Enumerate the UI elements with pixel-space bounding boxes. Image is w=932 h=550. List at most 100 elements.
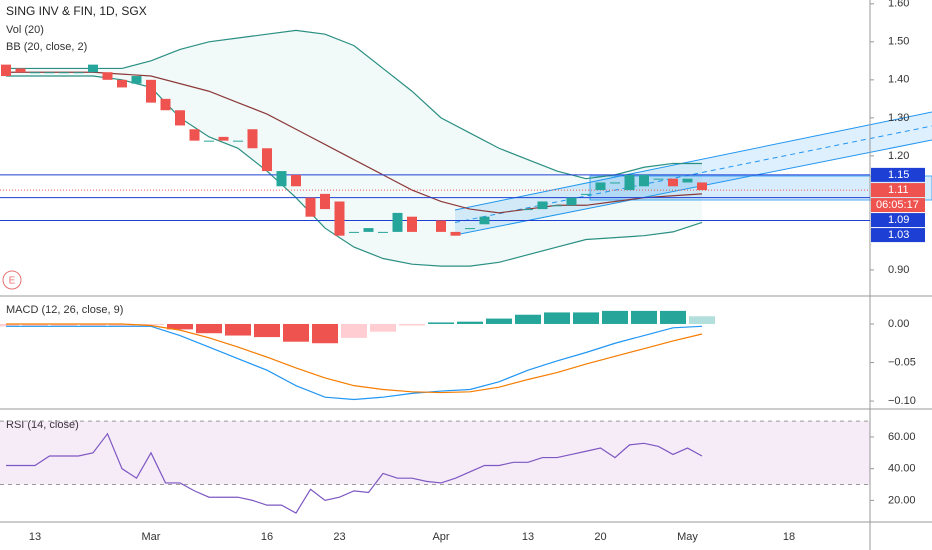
y-tick-label: 20.00	[888, 494, 916, 506]
y-tick-label: 1.20	[888, 150, 909, 162]
candle	[610, 182, 620, 184]
histogram-bar	[312, 323, 338, 344]
x-tick-label: 13	[522, 531, 534, 543]
candle	[204, 140, 214, 142]
y-tick-label: −0.05	[888, 356, 916, 368]
y-tick-label: −0.10	[888, 395, 916, 407]
histogram-bar	[138, 323, 164, 325]
price-box-label: 1.15	[888, 169, 909, 181]
histogram-bar	[109, 323, 135, 327]
histogram-bar	[457, 321, 483, 324]
candle	[262, 148, 272, 172]
candle	[668, 178, 678, 187]
candle	[465, 228, 475, 230]
histogram-bar	[80, 323, 106, 327]
line	[6, 29, 702, 180]
candle	[334, 201, 345, 236]
candle	[15, 68, 26, 73]
candle	[44, 72, 55, 74]
candle	[175, 110, 185, 126]
candle	[566, 197, 577, 206]
y-tick-label: 60.00	[888, 431, 916, 443]
channel-lower	[454, 139, 932, 236]
candle	[639, 174, 649, 187]
x-tick-label: Mar	[142, 531, 161, 543]
histogram-bar	[486, 318, 512, 324]
histogram-bar	[341, 323, 367, 338]
price-box-label: 1.09	[888, 214, 909, 226]
y-tick-label: 1.50	[888, 36, 909, 48]
x-tick-label: 16	[261, 531, 273, 543]
histogram-bar	[399, 323, 425, 326]
x-tick-label: May	[677, 531, 698, 543]
candle	[320, 193, 330, 210]
price-box-label: 1.03	[888, 229, 909, 241]
histogram-bar	[631, 310, 657, 324]
histogram-bar	[254, 323, 280, 338]
histogram-bar	[515, 314, 541, 324]
x-tick-label: 23	[333, 531, 345, 543]
candle	[73, 72, 84, 74]
candle	[653, 178, 664, 180]
histogram-bar	[196, 323, 222, 334]
candle	[595, 182, 606, 191]
candle	[247, 129, 258, 149]
panel-title: RSI (14, close)	[6, 419, 79, 431]
y-tick-label: 0.00	[888, 318, 909, 330]
histogram-bar	[544, 312, 570, 324]
x-tick-label: 18	[783, 531, 795, 543]
legend-entry: BB (20, close, 2)	[6, 41, 87, 53]
price-box-label: 1.11	[888, 184, 909, 196]
candle	[305, 197, 316, 217]
price-box	[871, 183, 925, 198]
line	[6, 323, 703, 394]
candle	[291, 174, 301, 187]
candle	[276, 171, 287, 187]
candle	[697, 182, 707, 191]
y-tick-label: 1.40	[888, 74, 909, 86]
channel-upper	[454, 111, 932, 211]
histogram-bar	[689, 316, 715, 324]
countdown-label: 06:05:17	[876, 199, 919, 211]
panel-title: MACD (12, 26, close, 9)	[6, 304, 123, 316]
histogram-bar	[573, 312, 599, 324]
candle	[479, 216, 490, 225]
y-tick-label: 1.30	[888, 112, 909, 124]
candle	[1, 64, 11, 77]
event-marker	[2, 270, 22, 290]
candle	[682, 178, 693, 183]
candle	[436, 220, 446, 232]
channel-mid	[454, 125, 932, 223]
countdown-box	[871, 198, 925, 213]
line	[6, 71, 703, 214]
candle	[537, 201, 548, 210]
candle	[146, 79, 156, 103]
histogram-bar	[370, 323, 396, 332]
candle	[624, 174, 635, 191]
candle	[450, 231, 461, 236]
x-tick-label: Apr	[432, 531, 449, 543]
y-tick-label: 40.00	[888, 463, 916, 475]
band-fill	[0, 421, 870, 485]
histogram-bar	[0, 323, 19, 327]
histogram-bar	[428, 322, 454, 324]
histogram-bar	[22, 323, 48, 327]
y-tick-label: 1.60	[888, 0, 909, 10]
candle	[117, 79, 127, 88]
legend-entry: Vol (20)	[6, 24, 44, 36]
line	[6, 432, 703, 514]
candle	[218, 136, 229, 141]
candle	[233, 140, 243, 142]
y-tick-label: 0.90	[888, 264, 909, 276]
histogram-bar	[283, 323, 309, 342]
band-fill	[6, 30, 702, 267]
candle	[160, 98, 171, 111]
candle	[392, 212, 403, 232]
candle	[102, 72, 113, 80]
candle	[523, 209, 533, 211]
line	[6, 325, 703, 401]
candle	[581, 193, 591, 195]
candle	[378, 231, 388, 233]
candle	[88, 64, 98, 73]
